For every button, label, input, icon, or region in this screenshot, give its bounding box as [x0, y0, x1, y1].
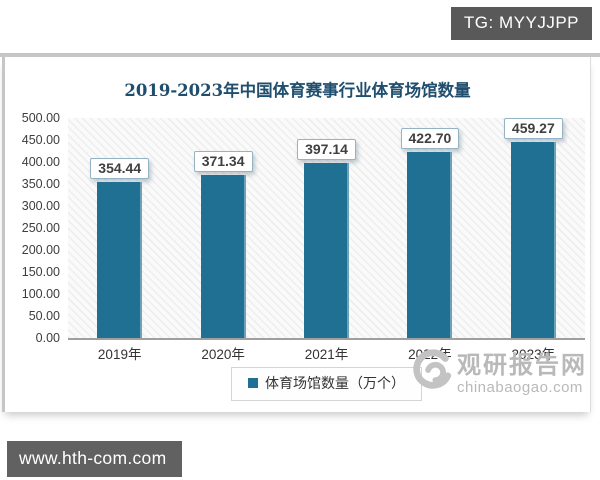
- legend-label: 体育场馆数量（万个）: [265, 375, 405, 391]
- x-axis-category-label: 2021年: [304, 347, 349, 362]
- footer-url-text: www.hth-com.com: [19, 448, 167, 468]
- y-axis-tick-label: 450.00: [21, 133, 60, 147]
- footer-url-badge: www.hth-com.com: [7, 441, 183, 477]
- watermark-text: 观研报告网 chinabaogao.com: [457, 352, 587, 396]
- bar-value-label: 371.34: [193, 150, 253, 172]
- y-axis-tick-label: 150.00: [21, 265, 60, 279]
- telegram-contact-text: TG: MYYJJPP: [463, 13, 579, 32]
- y-axis-tick-label: 250.00: [21, 221, 60, 235]
- x-axis-category-label: 2020年: [201, 347, 245, 362]
- bar: [200, 174, 246, 338]
- watermark-site-name: 观研报告网: [457, 351, 587, 379]
- chart-title: 2019-2023年中国体育赛事行业体育场馆数量: [124, 81, 471, 100]
- telegram-contact-badge: TG: MYYJJPP: [450, 7, 592, 40]
- watermark: 观研报告网 chinabaogao.com: [408, 348, 587, 399]
- chart-legend: 体育场馆数量（万个）: [68, 367, 585, 401]
- chart-card: 2019-2023年中国体育赛事行业体育场馆数量 500.00 450.00 400…: [2, 57, 591, 412]
- plot-area: 354.44 371.34 397.14 422.70 459.27: [68, 118, 585, 340]
- watermark-logo-icon: [408, 348, 454, 399]
- y-axis-tick-label: 500.00: [21, 111, 60, 125]
- bar: [97, 182, 143, 338]
- bar-value-label: 354.44: [90, 158, 150, 179]
- bar-slot: 397.14: [275, 118, 378, 338]
- legend-box: 体育场馆数量（万个）: [231, 367, 422, 401]
- y-axis-tick-label: 50.00: [28, 309, 60, 323]
- legend-marker-square: [248, 378, 258, 388]
- bar-slot: 459.27: [482, 118, 585, 338]
- bar: [407, 152, 453, 338]
- bar-slot: 422.70: [378, 118, 481, 338]
- bar-value-label: 397.14: [297, 139, 356, 161]
- top-divider: [0, 53, 600, 57]
- y-axis-tick-label: 200.00: [21, 243, 60, 257]
- y-axis-tick-label: 300.00: [21, 199, 60, 213]
- watermark-site-url: chinabaogao.com: [457, 378, 583, 396]
- x-axis-category-label: 2023年: [511, 347, 556, 362]
- bar-value-label: 422.70: [400, 128, 460, 149]
- y-axis-tick-label: 0.00: [35, 331, 60, 345]
- y-axis-tick-label: 400.00: [21, 155, 60, 169]
- bar-slot: 354.44: [68, 118, 171, 338]
- bar-slot: 371.34: [171, 118, 274, 338]
- x-axis-category-label: 2019年: [97, 347, 142, 362]
- bar: [304, 163, 350, 338]
- bar: [510, 142, 556, 338]
- y-axis-tick-label: 100.00: [21, 287, 60, 301]
- y-axis: 500.00 450.00 400.00 350.00 300.00 250.00 200.…: [5, 110, 60, 346]
- y-axis-tick-label: 350.00: [21, 177, 60, 191]
- bar-value-label: 459.27: [503, 118, 563, 139]
